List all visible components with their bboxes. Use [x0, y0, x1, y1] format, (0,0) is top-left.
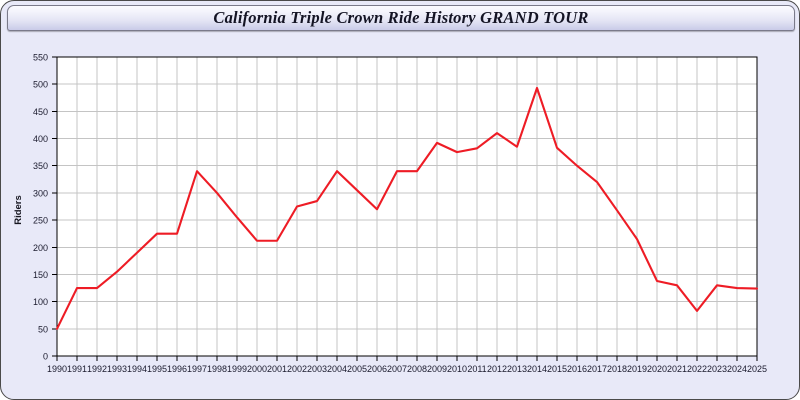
- x-tick-label: 2015: [547, 364, 567, 374]
- x-tick-label: 2007: [387, 364, 407, 374]
- x-tick-label: 2004: [327, 364, 347, 374]
- y-tick-label: 50: [38, 324, 48, 334]
- y-axis-ticks: 0 50 100 150 200 250 300 350 400 450 500 550: [33, 53, 57, 362]
- x-tick-label: 2011: [467, 364, 486, 374]
- chart-title-bar: California Triple Crown Ride History GRA…: [7, 5, 795, 31]
- y-tick-label: 450: [33, 107, 48, 117]
- data-series-riders: [55, 86, 759, 330]
- x-tick-label: 2005: [347, 364, 367, 374]
- plot-frame: [56, 56, 758, 357]
- y-tick-label: 250: [33, 216, 48, 226]
- x-tick-label: 2014: [527, 364, 547, 374]
- chart-plot-area: 0 50 100 150 200 250 300 350 400 450 500 550 1990 19…: [1, 35, 799, 399]
- x-tick-label: 2018: [607, 364, 627, 374]
- y-tick-label: 100: [33, 297, 48, 307]
- x-tick-label: 1996: [167, 364, 187, 374]
- x-tick-label: 2010: [447, 364, 467, 374]
- x-tick-label: 1994: [127, 364, 147, 374]
- x-tick-label: 1997: [187, 364, 207, 374]
- x-tick-label: 1990: [47, 364, 67, 374]
- x-tick-label: 2022: [687, 364, 707, 374]
- x-tick-label: 2008: [407, 364, 427, 374]
- x-tick-label: 2000: [247, 364, 267, 374]
- y-tick-label: 500: [33, 80, 48, 90]
- x-tick-label: 2016: [567, 364, 587, 374]
- x-tick-label: 2020: [647, 364, 667, 374]
- y-tick-label: 550: [33, 53, 48, 63]
- x-tick-label: 1998: [207, 364, 227, 374]
- x-tick-label: 2009: [427, 364, 447, 374]
- x-axis-ticks: 1990 1991 1992 1993 1994 1995 1996 1997 1998 1999…: [47, 356, 767, 374]
- y-tick-label: 200: [33, 243, 48, 253]
- x-tick-label: 1999: [227, 364, 247, 374]
- x-tick-label: 1991: [67, 364, 87, 374]
- x-tick-label: 2021: [667, 364, 687, 374]
- x-tick-label: 2024: [727, 364, 747, 374]
- x-tick-label: 2002: [287, 364, 307, 374]
- x-tick-label: 2019: [627, 364, 647, 374]
- x-tick-label: 2025: [747, 364, 767, 374]
- y-tick-label: 300: [33, 188, 48, 198]
- x-tick-label: 2003: [307, 364, 327, 374]
- y-axis-label: Riders: [13, 195, 24, 225]
- x-tick-label: 2012: [487, 364, 507, 374]
- y-tick-label: 400: [33, 134, 48, 144]
- y-tick-label: 150: [33, 270, 48, 280]
- x-tick-label: 2013: [507, 364, 527, 374]
- y-tick-label: 350: [33, 161, 48, 171]
- x-tick-label: 2017: [587, 364, 607, 374]
- plot-background: [57, 57, 757, 356]
- x-tick-label: 2001: [267, 364, 287, 374]
- y-tick-label: 0: [43, 352, 48, 362]
- x-tick-label: 1993: [107, 364, 127, 374]
- x-tick-label: 2023: [707, 364, 727, 374]
- x-tick-label: 1995: [147, 364, 167, 374]
- x-tick-label: 1992: [87, 364, 107, 374]
- x-tick-label: 2006: [367, 364, 387, 374]
- page-title: California Triple Crown Ride History GRA…: [213, 8, 589, 27]
